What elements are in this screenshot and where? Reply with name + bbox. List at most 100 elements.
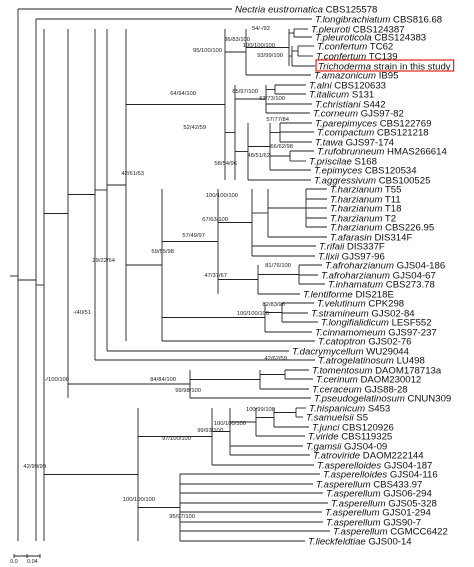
taxon-name: T.ceraceum: [312, 384, 362, 395]
taxon-label: T.lixii GJS97-96: [318, 251, 385, 262]
taxon-name: T.afroharzianum: [325, 260, 394, 271]
support-value: 42/99/99: [23, 464, 46, 470]
taxon-name: T.corneum: [313, 108, 358, 119]
taxon-code: LU498: [394, 355, 425, 366]
support-value: 64/94/100: [170, 91, 196, 97]
taxon-label: T.christiani S442: [315, 99, 386, 110]
taxon-name: T.stramineum: [311, 308, 369, 319]
taxon-label: T.rufobrunneum HMAS266614: [317, 146, 447, 157]
support-value: 57/49/97: [182, 233, 205, 239]
taxon-name: T.asperelloides: [317, 460, 381, 471]
taxon-code: CBS433.97: [371, 479, 423, 490]
taxon-name: T.hispanicum: [309, 403, 365, 414]
support-value: 82/83/96: [262, 302, 285, 308]
taxon-name: T.rufobrunneum: [317, 146, 384, 157]
taxon-code: CNUN309: [405, 393, 451, 404]
tree-branches: [10, 8, 330, 542]
taxon-code: CBS100525: [376, 175, 430, 186]
support-value: 42/62/59: [264, 356, 287, 362]
taxon-label: T.tomentosum DAOM178713a: [312, 365, 442, 376]
scale-bar: 0.0 0.04: [10, 554, 41, 565]
taxon-code: LESF552: [389, 317, 432, 328]
taxon-code: CBS120534: [362, 165, 417, 176]
support-value: -/40/51: [73, 310, 91, 316]
taxon-code: GJS02-84: [369, 308, 416, 319]
taxon-label: T.asperellum GJS01-294: [325, 507, 431, 518]
taxon-label: T.harzianum T2: [330, 213, 396, 224]
taxon-label: T.atrogelatinosum LU498: [318, 355, 425, 366]
taxon-code: GJS97-82: [358, 108, 404, 119]
taxon-code: CBS122769: [377, 118, 431, 129]
taxon-code: CPK298: [366, 298, 404, 309]
support-value: 84/84/100: [150, 377, 176, 383]
taxon-label: T.asperellum GJS06-294: [326, 488, 432, 499]
support-value: 100/100/100: [206, 193, 238, 199]
taxon-name: T.parepimyces: [315, 118, 377, 129]
taxon-label: T.confertum TC62: [317, 41, 393, 52]
support-value: 58/54/96: [214, 161, 237, 167]
taxon-name: T.tomentosum: [312, 365, 372, 376]
taxon-code: CGMCC6422: [388, 526, 448, 537]
taxon-code: GJS04-116: [387, 469, 437, 480]
taxon-label: T.aggressivum CBS100525: [314, 175, 430, 186]
taxon-label: T.gamsii GJS04-09: [306, 441, 387, 452]
taxon-name: T.confertum: [317, 41, 367, 52]
taxon-label: T.epimyces CBS120534: [314, 165, 417, 176]
taxon-code: CBS273.78: [383, 279, 435, 290]
support-value: 48/51/62: [247, 153, 270, 159]
taxon-label: T.harzianum T18: [330, 203, 401, 214]
taxon-name: T.pleuroti: [311, 24, 351, 35]
support-value: 99/98/100: [175, 388, 201, 394]
support-value: 100/100/100: [237, 311, 269, 317]
taxon-name: T.lentiforme: [303, 289, 353, 300]
taxon-code: GJS88-28: [362, 384, 408, 395]
taxon-name: T.tawa: [315, 137, 343, 148]
taxon-label: T.ceraceum GJS88-28: [312, 384, 408, 395]
taxon-code: HMAS266614: [384, 146, 447, 157]
taxon-label: T.corneum GJS97-82: [313, 108, 404, 119]
taxon-label: T.pseudogelatinosum CNUN309: [314, 393, 451, 404]
taxon-code: WU29044: [364, 346, 410, 357]
taxon-code: CBS120926: [339, 422, 393, 433]
support-value: 100/99/100: [246, 407, 275, 413]
taxon-label: T.asperelloides GJS04-116: [323, 469, 438, 480]
support-value: 42/61/63: [121, 171, 144, 177]
support-value: 81/76/100: [265, 263, 291, 269]
support-values: 54/-/9286/83/100100/100/10093/99/10095/1…: [23, 26, 293, 520]
taxon-code: DIS314F: [372, 232, 413, 243]
taxon-code: CBS120633: [332, 80, 386, 91]
taxon-code: CBS124383: [372, 32, 426, 43]
taxon-name: T.viride: [308, 431, 339, 442]
taxon-name: Trichoderma: [318, 61, 371, 72]
taxon-label: T.priscilae S168: [309, 156, 377, 167]
taxon-code: CBS226.95: [382, 222, 434, 233]
support-value: -/100/100: [45, 377, 70, 383]
taxon-name: T.asperellum: [326, 517, 381, 528]
taxon-label: T.asperellum GJS90-7: [326, 517, 421, 528]
taxon-name: T.harzianum: [330, 222, 382, 233]
taxon-code: CBS119325: [339, 431, 393, 442]
taxon-label: T.junci CBS120926: [312, 422, 394, 433]
taxon-code: GJS97-237: [386, 327, 437, 338]
taxon-code: S453: [365, 403, 390, 414]
taxon-code: strain in this study: [371, 61, 451, 72]
taxon-code: IB95: [376, 70, 398, 81]
support-value: 95/100/100: [193, 48, 222, 54]
taxon-label: T.dacrymycellum WU29044: [292, 346, 410, 357]
taxon-name: T.asperellum: [316, 479, 371, 490]
taxon-code: GJS04-186: [394, 260, 445, 271]
taxon-name: T.amazonicum: [314, 70, 376, 81]
taxon-name: T.harzianum: [330, 213, 382, 224]
taxon-label: T.harzianum T55: [330, 184, 401, 195]
taxon-name: T.asperellum: [333, 526, 388, 537]
taxon-name: T.harzianum: [330, 203, 382, 214]
taxon-label: T.viride CBS119325: [308, 431, 392, 442]
support-value: 95/97/100: [169, 514, 195, 520]
taxon-label: T.compactum CBS121218: [317, 127, 429, 138]
taxon-code: TC139: [366, 51, 397, 62]
taxon-label: T.samuelsii S5: [306, 412, 368, 423]
support-value: 63/73/100: [259, 96, 285, 102]
taxon-label: T.inhamatum CBS273.78: [328, 279, 435, 290]
taxon-code: GJS90-7: [381, 517, 422, 528]
taxon-name: T.catoptron: [318, 336, 366, 347]
